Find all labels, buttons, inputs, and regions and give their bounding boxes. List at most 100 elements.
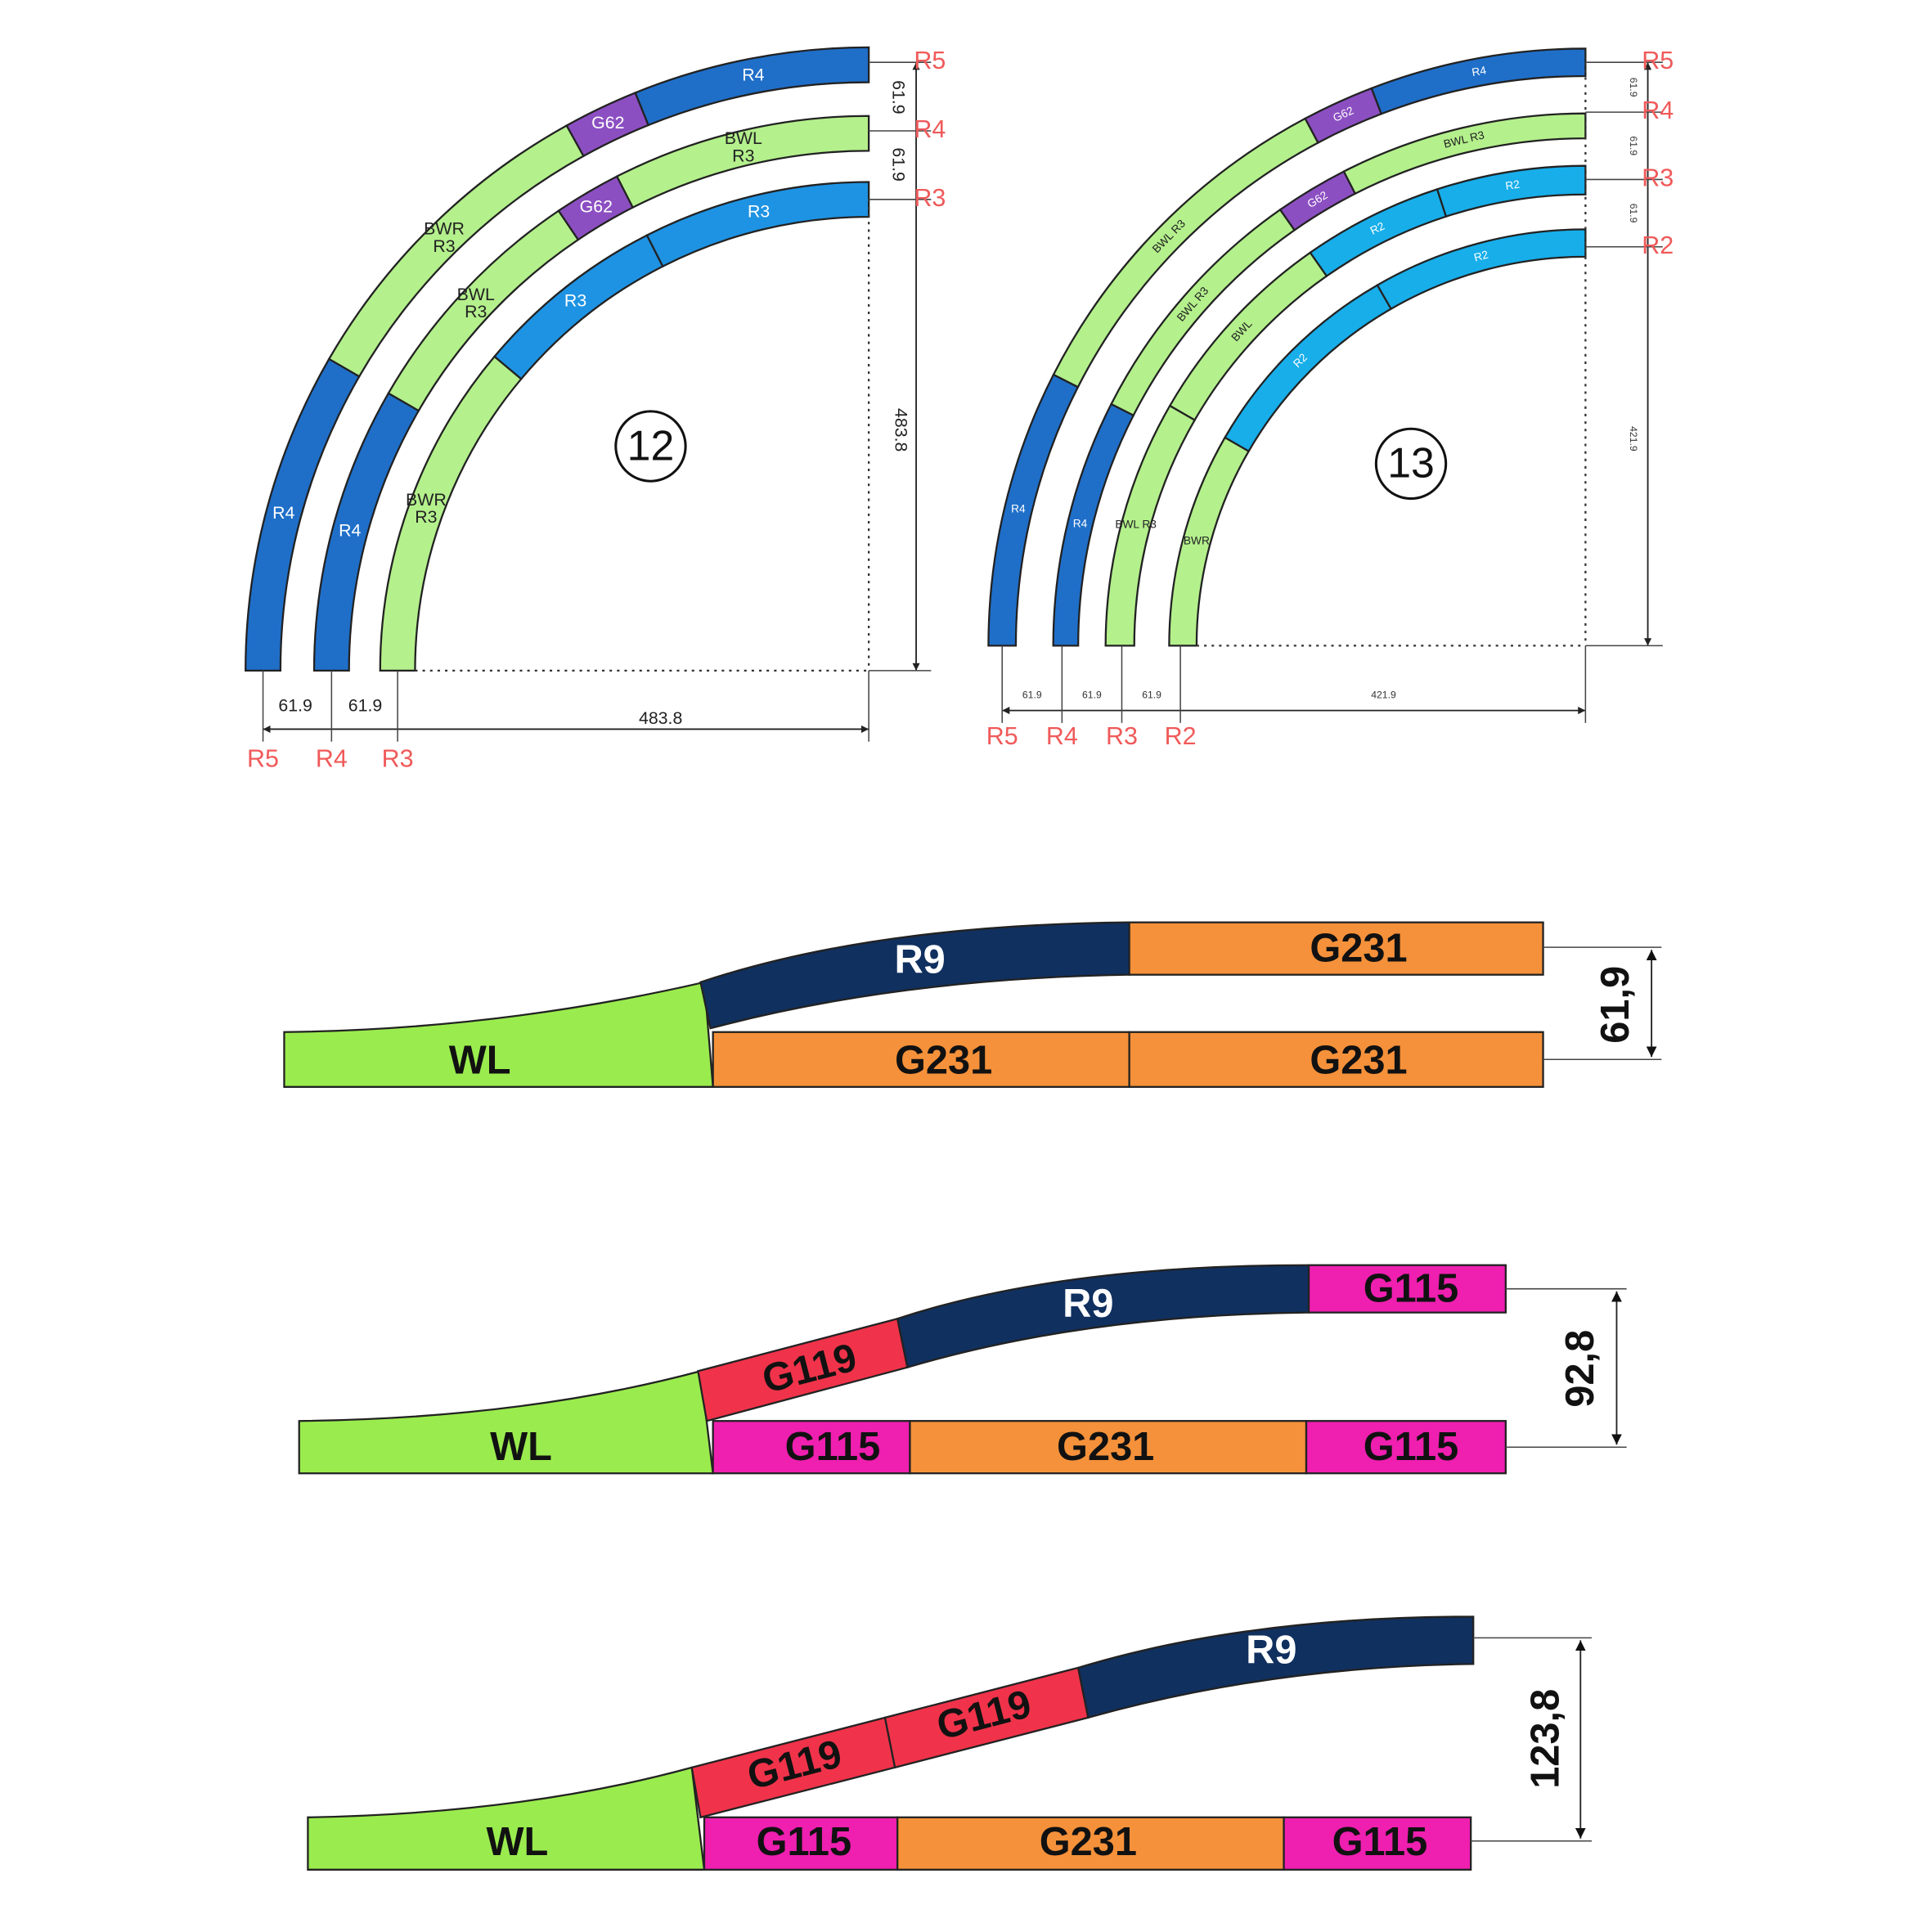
dimension-label: 61.9 (348, 696, 383, 716)
piece-label: R4 (742, 65, 764, 84)
diagram-number: 13 (1387, 439, 1435, 487)
radius-label: R5 (1642, 47, 1674, 74)
piece-label: R4 (339, 520, 361, 540)
piece-label: G115 (785, 1425, 881, 1469)
dimension-label: 421.9 (1371, 690, 1396, 701)
layout-3: WL G119 G119 R9 G115 G231 G115 123,8 (307, 1615, 1592, 1871)
radius-label: R3 (1642, 164, 1674, 191)
piece-label: BWL (725, 128, 762, 148)
radius-label: R4 (914, 115, 946, 143)
piece-label: R9 (1246, 1629, 1296, 1673)
dimension-label: 483.8 (892, 408, 911, 452)
radius-label: R2 (1642, 231, 1674, 259)
piece-label: BWL R3 (1115, 519, 1157, 531)
track-piece (1052, 117, 1319, 389)
piece-g231 (896, 1816, 1285, 1871)
piece-label: R4 (1471, 64, 1487, 79)
track-piece (634, 46, 870, 127)
piece-label: R3 (433, 236, 455, 256)
diagram-12: R4BWRR3G62R4R4BWLR3G62BWLR3BWRR3R3R361.9… (245, 46, 946, 773)
piece-label: R9 (894, 937, 945, 982)
piece-label: R9 (1063, 1282, 1113, 1326)
piece-label: BWR (1184, 535, 1210, 547)
layout-2: WL G119 R9 G115 G115 G231 G115 92,8 (298, 1264, 1627, 1475)
track-piece (615, 115, 870, 209)
dimension-label: 61.9 (1082, 690, 1102, 701)
piece-label: G231 (1310, 1039, 1407, 1083)
piece-label: WL (490, 1425, 552, 1469)
piece-g115 (1283, 1816, 1472, 1871)
track-piece (1370, 47, 1587, 115)
piece-label: R2 (1472, 249, 1489, 264)
piece-label: G115 (1332, 1820, 1428, 1864)
radius-label: R4 (1642, 97, 1674, 124)
track-piece (645, 181, 870, 268)
piece-label: R3 (732, 146, 754, 166)
radius-label: R5 (986, 722, 1018, 750)
piece-g231 (1128, 1031, 1544, 1088)
dimension-label: 61.9 (889, 80, 909, 115)
piece-g231 (1128, 921, 1544, 976)
dimension-label: 61.9 (1142, 690, 1161, 701)
piece-label: R3 (465, 302, 487, 321)
dimension-label: 61.9 (1022, 690, 1042, 701)
dimension-label: 61.9 (278, 696, 312, 716)
piece-g115 (703, 1816, 899, 1871)
piece-label: G115 (1364, 1267, 1459, 1311)
piece-label: G231 (1057, 1425, 1154, 1469)
piece-label: BWL (457, 285, 495, 304)
piece-g231 (909, 1420, 1308, 1475)
dimension-label: 61,9 (1593, 966, 1638, 1044)
piece-label: R3 (415, 507, 437, 527)
number-circle (614, 410, 687, 483)
diagram-number: 12 (627, 421, 675, 469)
piece-g115 (1305, 1420, 1507, 1475)
piece-label: R4 (272, 503, 294, 523)
dimension-label: 421.9 (1628, 426, 1639, 452)
piece-wl (298, 1369, 714, 1475)
dimension-label: 61.9 (1628, 136, 1639, 155)
piece-wl (283, 981, 714, 1088)
piece-label: R3 (564, 291, 586, 311)
track-piece (1376, 228, 1587, 311)
piece-label: WL (487, 1820, 549, 1864)
radius-label: R2 (1165, 722, 1197, 750)
piece-r9 (1076, 1615, 1475, 1719)
number-circle (1374, 427, 1448, 501)
piece-label: R3 (748, 201, 770, 221)
piece-label: G115 (1364, 1425, 1459, 1469)
dimension-label: 123,8 (1524, 1689, 1568, 1789)
piece-label: G231 (895, 1039, 992, 1083)
piece-label: WL (449, 1039, 511, 1083)
dimension-label: 61.9 (889, 147, 909, 182)
dimension-label: 483.8 (639, 708, 682, 728)
piece-wl (307, 1766, 706, 1871)
piece-g115 (1307, 1264, 1507, 1314)
radius-label: R5 (247, 745, 279, 773)
piece-label: R2 (1368, 220, 1386, 237)
piece-label: R2 (1504, 178, 1521, 193)
piece-label: G115 (757, 1820, 852, 1864)
piece-label: G62 (591, 113, 624, 133)
dimension-label: 61.9 (1628, 78, 1639, 97)
piece-g115 (712, 1420, 911, 1475)
piece-label: R4 (1073, 518, 1088, 530)
piece-label: G231 (1310, 927, 1407, 971)
piece-label: G231 (1040, 1820, 1137, 1864)
piece-label: BWR (406, 490, 447, 510)
dimension-label: 92,8 (1558, 1330, 1602, 1408)
piece-label: G62 (580, 197, 613, 217)
radius-label: R3 (382, 745, 414, 773)
track-piece (1168, 251, 1328, 422)
radius-label: R4 (1046, 722, 1078, 750)
radius-label: R3 (914, 184, 946, 212)
radius-label: R4 (316, 745, 348, 773)
layout-1: WL R9 G231 G231 G231 61,9 (283, 921, 1662, 1088)
radius-label: R5 (914, 47, 946, 74)
piece-label: BWR (424, 219, 465, 239)
radius-label: R3 (1106, 722, 1138, 750)
piece-label: R4 (1011, 503, 1026, 515)
dimension-label: 61.9 (1628, 204, 1639, 223)
